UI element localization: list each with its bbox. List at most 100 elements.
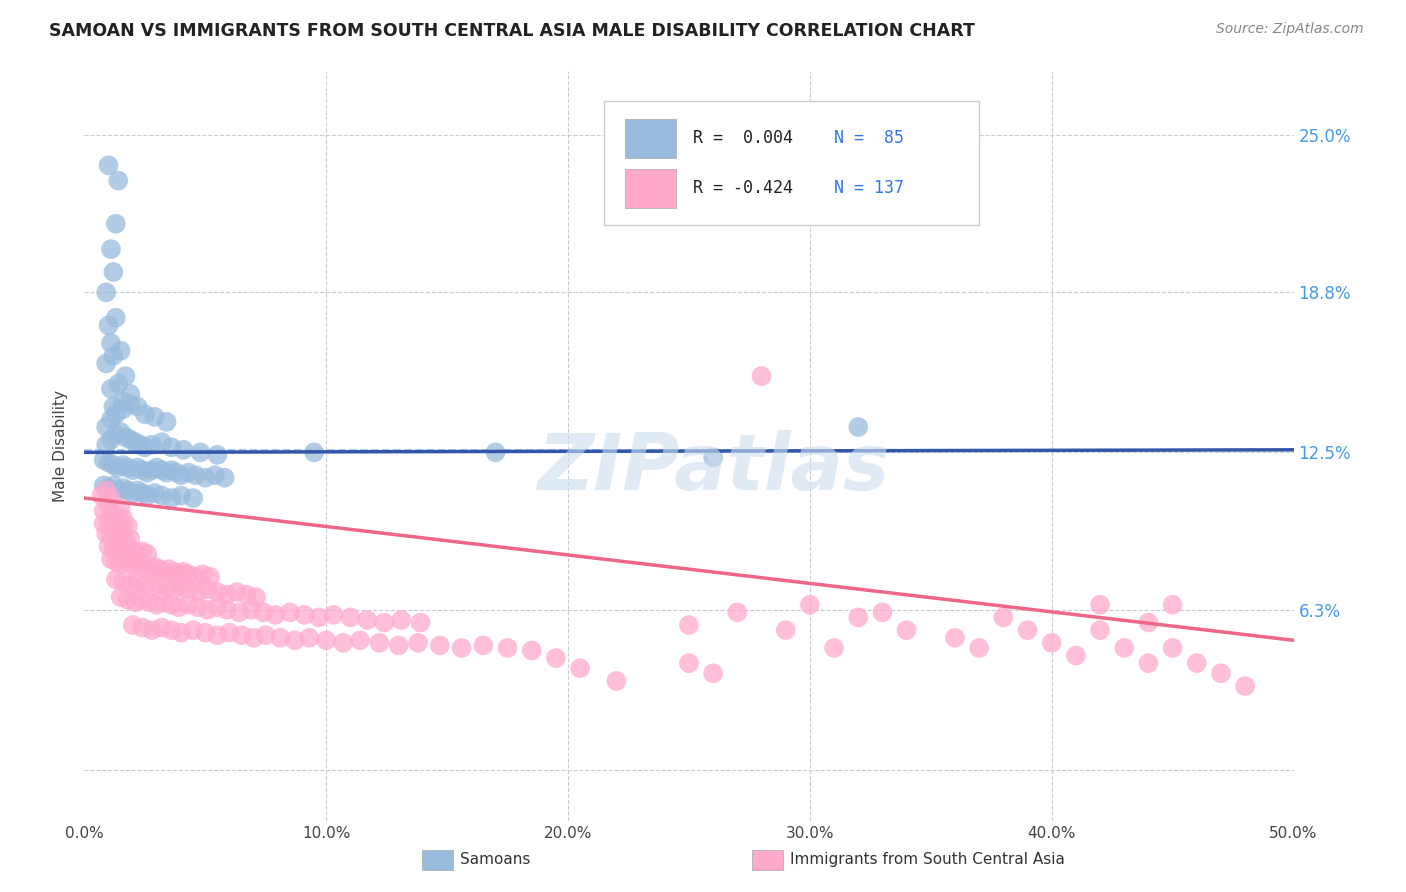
Text: Source: ZipAtlas.com: Source: ZipAtlas.com — [1216, 22, 1364, 37]
Point — [107, 483, 129, 498]
Point — [190, 445, 212, 459]
Point — [177, 466, 200, 480]
Point — [725, 606, 748, 620]
Point — [134, 577, 156, 591]
Point — [1161, 598, 1184, 612]
Point — [141, 623, 163, 637]
Point — [97, 514, 120, 528]
Point — [1161, 640, 1184, 655]
Point — [160, 463, 183, 477]
Point — [215, 588, 238, 602]
Point — [103, 519, 125, 533]
Point — [160, 440, 183, 454]
Point — [148, 577, 170, 591]
Point — [315, 633, 337, 648]
Point — [1209, 666, 1232, 681]
Point — [110, 557, 132, 571]
Point — [127, 547, 149, 561]
Text: R = -0.424: R = -0.424 — [693, 179, 793, 197]
Point — [124, 435, 146, 450]
Point — [136, 547, 159, 561]
Point — [93, 516, 115, 531]
Point — [117, 519, 139, 533]
Text: R =  0.004: R = 0.004 — [693, 129, 793, 147]
Point — [1064, 648, 1087, 663]
Point — [94, 356, 117, 370]
Point — [131, 544, 153, 558]
Point — [163, 582, 186, 597]
Point — [141, 438, 163, 452]
Point — [702, 666, 724, 681]
Point — [322, 607, 344, 622]
Point — [94, 438, 117, 452]
Point — [110, 501, 132, 516]
Point — [167, 567, 190, 582]
Point — [308, 610, 330, 624]
Point — [775, 623, 797, 637]
Point — [520, 643, 543, 657]
Point — [146, 598, 169, 612]
Point — [117, 460, 139, 475]
Point — [157, 562, 180, 576]
Point — [112, 402, 135, 417]
Point — [124, 559, 146, 574]
Point — [544, 651, 567, 665]
Point — [121, 618, 143, 632]
Point — [103, 506, 125, 520]
Point — [373, 615, 395, 630]
Text: ZIPatlas: ZIPatlas — [537, 431, 889, 507]
Point — [184, 468, 207, 483]
Point — [107, 539, 129, 553]
Point — [264, 607, 287, 622]
Point — [184, 570, 207, 584]
Point — [121, 463, 143, 477]
Point — [136, 466, 159, 480]
Point — [117, 592, 139, 607]
Point — [120, 532, 142, 546]
Point — [207, 628, 229, 642]
Text: N = 137: N = 137 — [834, 179, 904, 197]
Point — [231, 628, 253, 642]
Point — [702, 450, 724, 465]
Point — [197, 603, 219, 617]
Point — [368, 636, 391, 650]
Point — [1185, 656, 1208, 670]
Point — [181, 491, 204, 505]
Point — [120, 557, 142, 571]
Point — [496, 640, 519, 655]
Point — [150, 463, 173, 477]
Point — [967, 640, 990, 655]
Point — [97, 539, 120, 553]
Point — [136, 489, 159, 503]
Point — [146, 460, 169, 475]
Point — [165, 466, 187, 480]
Point — [93, 504, 115, 518]
Point — [104, 508, 127, 523]
Point — [215, 603, 238, 617]
Point — [242, 631, 264, 645]
Point — [678, 618, 700, 632]
Point — [103, 265, 125, 279]
Point — [129, 557, 152, 571]
Point — [103, 458, 125, 472]
Point — [846, 610, 869, 624]
Point — [103, 349, 125, 363]
Point — [155, 415, 177, 429]
Point — [218, 625, 240, 640]
Point — [104, 427, 127, 442]
Point — [94, 420, 117, 434]
Point — [100, 242, 122, 256]
Point — [170, 580, 193, 594]
Point — [104, 217, 127, 231]
Point — [302, 445, 325, 459]
Point — [94, 483, 117, 498]
Point — [1040, 636, 1063, 650]
Point — [194, 471, 217, 485]
Point — [349, 633, 371, 648]
Point — [153, 565, 176, 579]
Text: SAMOAN VS IMMIGRANTS FROM SOUTH CENTRAL ASIA MALE DISABILITY CORRELATION CHART: SAMOAN VS IMMIGRANTS FROM SOUTH CENTRAL … — [49, 22, 976, 40]
Point — [284, 633, 307, 648]
Point — [97, 158, 120, 172]
Point — [484, 445, 506, 459]
Point — [134, 559, 156, 574]
